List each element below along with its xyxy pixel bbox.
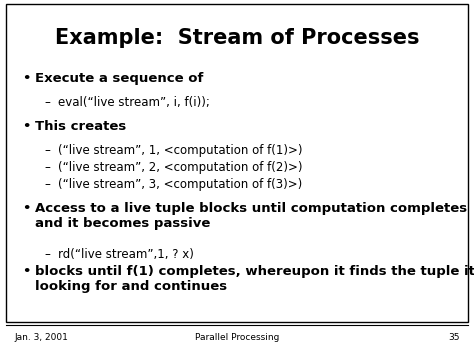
Bar	[6, 4, 468, 322]
Text: Jan. 3, 2001: Jan. 3, 2001	[14, 333, 68, 342]
Text: eval(“live stream”, i, f(i));: eval(“live stream”, i, f(i));	[58, 96, 210, 109]
Text: Example:  Stream of Processes: Example: Stream of Processes	[55, 28, 419, 48]
Text: –: –	[44, 248, 50, 261]
Text: •: •	[22, 120, 30, 133]
Text: Access to a live tuple blocks until computation completes
and it becomes passive: Access to a live tuple blocks until comp…	[35, 202, 467, 230]
Text: This creates: This creates	[35, 120, 126, 133]
Text: •: •	[22, 72, 30, 85]
Text: (“live stream”, 2, <computation of f(2)>): (“live stream”, 2, <computation of f(2)>…	[58, 161, 302, 174]
Text: (“live stream”, 1, <computation of f(1)>): (“live stream”, 1, <computation of f(1)>…	[58, 144, 302, 157]
Text: Execute a sequence of: Execute a sequence of	[35, 72, 203, 85]
Text: Parallel Processing: Parallel Processing	[195, 333, 279, 342]
Text: (“live stream”, 3, <computation of f(3)>): (“live stream”, 3, <computation of f(3)>…	[58, 178, 302, 191]
Text: –: –	[44, 178, 50, 191]
Text: •: •	[22, 202, 30, 215]
Text: •: •	[22, 265, 30, 278]
Text: 35: 35	[448, 333, 460, 342]
Text: –: –	[44, 161, 50, 174]
Text: blocks until f(1) completes, whereupon it finds the tuple it is
looking for and : blocks until f(1) completes, whereupon i…	[35, 265, 474, 293]
Text: –: –	[44, 144, 50, 157]
Text: –: –	[44, 96, 50, 109]
Text: rd(“live stream”,1, ? x): rd(“live stream”,1, ? x)	[58, 248, 194, 261]
